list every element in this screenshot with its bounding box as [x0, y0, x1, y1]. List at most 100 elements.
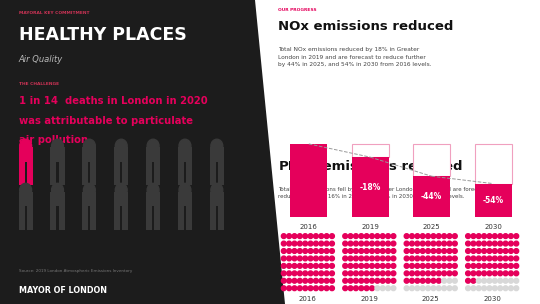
- Circle shape: [319, 234, 323, 239]
- Circle shape: [514, 286, 518, 291]
- FancyBboxPatch shape: [18, 162, 25, 185]
- FancyBboxPatch shape: [154, 162, 160, 185]
- FancyBboxPatch shape: [90, 162, 97, 185]
- Circle shape: [314, 249, 318, 253]
- Circle shape: [308, 286, 313, 291]
- Text: OUR PROGRESS: OUR PROGRESS: [279, 8, 317, 12]
- Circle shape: [476, 271, 481, 276]
- Circle shape: [364, 241, 369, 246]
- Circle shape: [287, 234, 292, 239]
- Circle shape: [436, 249, 441, 253]
- Circle shape: [431, 234, 436, 239]
- Circle shape: [442, 241, 447, 246]
- Circle shape: [324, 241, 329, 246]
- Circle shape: [391, 249, 396, 253]
- FancyBboxPatch shape: [210, 162, 216, 185]
- Circle shape: [319, 286, 323, 291]
- Circle shape: [303, 264, 308, 268]
- Circle shape: [324, 256, 329, 261]
- FancyBboxPatch shape: [178, 162, 184, 185]
- Text: Total PM₂.₅ emissions fell by 5% in Greater London in 2019 and are forecast to
r: Total PM₂.₅ emissions fell by 5% in Grea…: [279, 187, 494, 199]
- Circle shape: [498, 234, 503, 239]
- Circle shape: [292, 256, 297, 261]
- Circle shape: [415, 241, 420, 246]
- Bar: [352, 157, 389, 217]
- Circle shape: [287, 256, 292, 261]
- Circle shape: [420, 241, 425, 246]
- Circle shape: [354, 271, 358, 276]
- Circle shape: [404, 278, 409, 283]
- Circle shape: [329, 256, 334, 261]
- Circle shape: [453, 234, 457, 239]
- Circle shape: [281, 271, 286, 276]
- FancyBboxPatch shape: [146, 162, 152, 185]
- Circle shape: [386, 234, 390, 239]
- Circle shape: [298, 256, 302, 261]
- Circle shape: [391, 256, 396, 261]
- Circle shape: [420, 249, 425, 253]
- FancyBboxPatch shape: [210, 192, 224, 206]
- FancyBboxPatch shape: [82, 147, 96, 162]
- Circle shape: [426, 234, 430, 239]
- Text: THE CHALLENGE: THE CHALLENGE: [19, 82, 59, 86]
- Text: PM: PM: [279, 160, 301, 173]
- Circle shape: [298, 234, 302, 239]
- Circle shape: [420, 286, 425, 291]
- Circle shape: [436, 278, 441, 283]
- Circle shape: [503, 234, 508, 239]
- Circle shape: [514, 271, 518, 276]
- Circle shape: [503, 241, 508, 246]
- Circle shape: [431, 241, 436, 246]
- Circle shape: [487, 286, 492, 291]
- Circle shape: [476, 256, 481, 261]
- FancyBboxPatch shape: [51, 206, 57, 230]
- FancyBboxPatch shape: [51, 192, 65, 206]
- Circle shape: [375, 241, 380, 246]
- Circle shape: [329, 234, 334, 239]
- Circle shape: [298, 241, 302, 246]
- Circle shape: [442, 256, 447, 261]
- Circle shape: [492, 264, 497, 268]
- Circle shape: [426, 256, 430, 261]
- Circle shape: [498, 256, 503, 261]
- Circle shape: [509, 241, 514, 246]
- Circle shape: [308, 278, 313, 283]
- Circle shape: [420, 234, 425, 239]
- Circle shape: [348, 278, 353, 283]
- Circle shape: [369, 286, 374, 291]
- Circle shape: [447, 256, 452, 261]
- Circle shape: [391, 271, 396, 276]
- Circle shape: [211, 139, 223, 153]
- Text: 2016: 2016: [299, 296, 317, 302]
- Circle shape: [324, 249, 329, 253]
- Circle shape: [287, 271, 292, 276]
- FancyBboxPatch shape: [146, 206, 152, 230]
- Circle shape: [509, 271, 514, 276]
- FancyBboxPatch shape: [82, 192, 96, 206]
- Circle shape: [431, 264, 436, 268]
- Text: MAYOR OF LONDON: MAYOR OF LONDON: [19, 286, 107, 295]
- Circle shape: [415, 286, 420, 291]
- Circle shape: [391, 241, 396, 246]
- Circle shape: [420, 271, 425, 276]
- Circle shape: [364, 278, 369, 283]
- Circle shape: [287, 264, 292, 268]
- Circle shape: [281, 278, 286, 283]
- Circle shape: [292, 286, 297, 291]
- FancyBboxPatch shape: [114, 192, 128, 206]
- Circle shape: [314, 271, 318, 276]
- Circle shape: [303, 234, 308, 239]
- Circle shape: [436, 241, 441, 246]
- Circle shape: [314, 278, 318, 283]
- Circle shape: [147, 139, 159, 153]
- Circle shape: [487, 234, 492, 239]
- Circle shape: [386, 264, 390, 268]
- Circle shape: [343, 241, 348, 246]
- Circle shape: [492, 234, 497, 239]
- Circle shape: [380, 256, 385, 261]
- Circle shape: [364, 264, 369, 268]
- Circle shape: [436, 234, 441, 239]
- Circle shape: [498, 278, 503, 283]
- Circle shape: [447, 286, 452, 291]
- Circle shape: [375, 264, 380, 268]
